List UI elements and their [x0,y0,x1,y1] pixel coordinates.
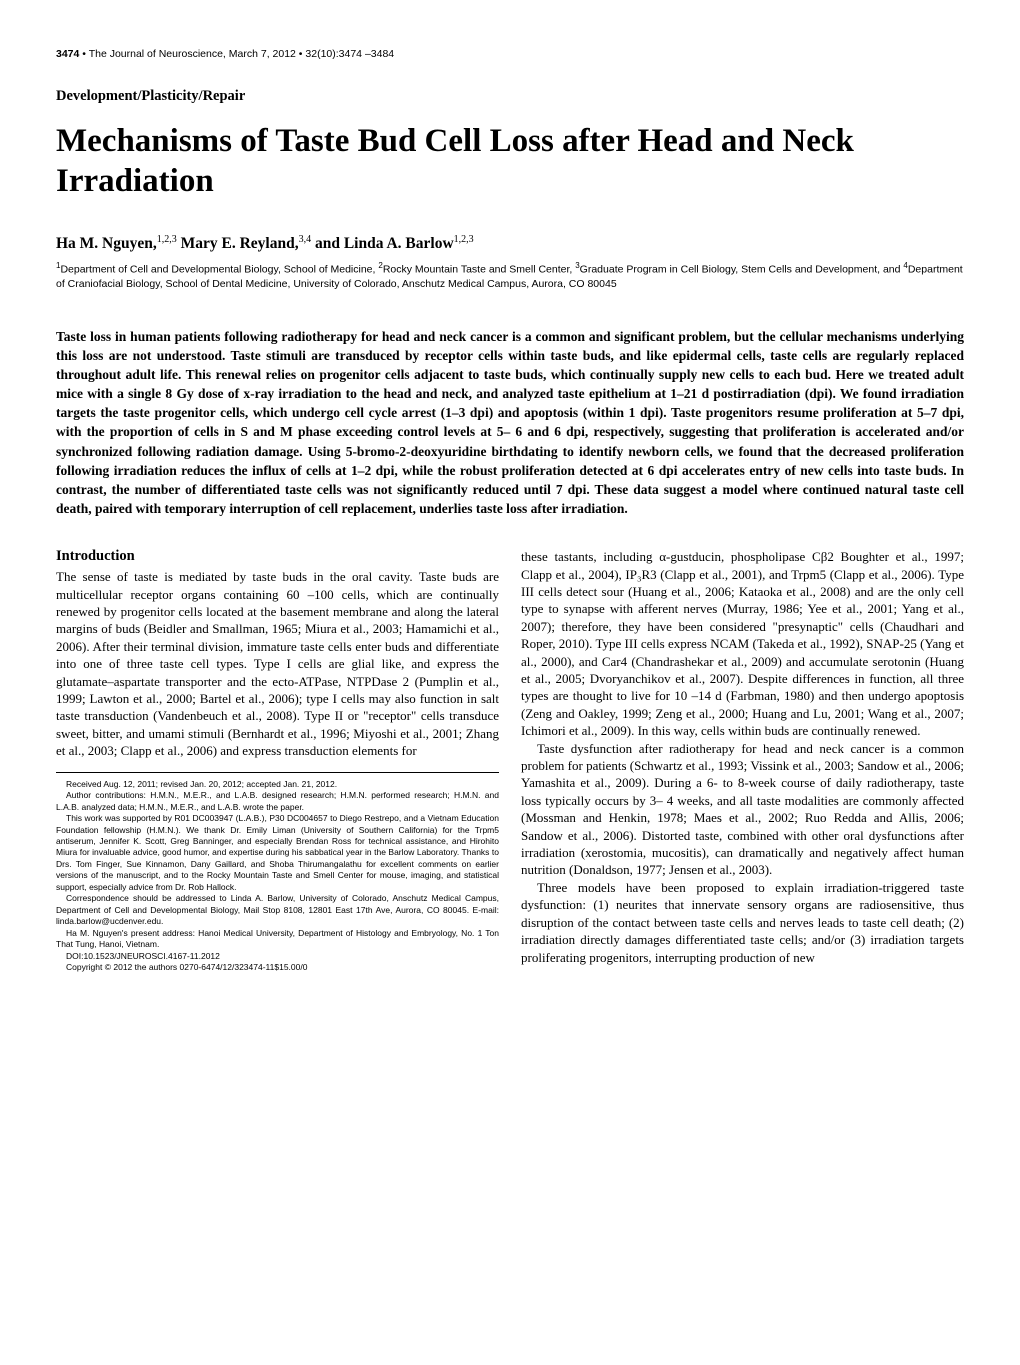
footnote-contributions: Author contributions: H.M.N., M.E.R., an… [56,790,499,813]
running-header: 3474 • The Journal of Neuroscience, Marc… [56,48,964,60]
footnote-funding: This work was supported by R01 DC003947 … [56,813,499,893]
article-title: Mechanisms of Taste Bud Cell Loss after … [56,121,964,202]
introduction-heading: Introduction [56,548,499,565]
article-category: Development/Plasticity/Repair [56,88,964,105]
footnote-present-address: Ha M. Nguyen's present address: Hanoi Me… [56,928,499,951]
header-separator: • [79,48,88,60]
right-paragraph-2: Taste dysfunction after radiotherapy for… [521,740,964,879]
page-number: 3474 [56,48,79,60]
right-paragraph-1: these tastants, including α-gustducin, p… [521,548,964,739]
footnote-received: Received Aug. 12, 2011; revised Jan. 20,… [56,779,499,790]
footnotes: Received Aug. 12, 2011; revised Jan. 20,… [56,772,499,974]
abstract: Taste loss in human patients following r… [56,327,964,519]
right-column: these tastants, including α-gustducin, p… [521,548,964,973]
author-list: Ha M. Nguyen,1,2,3 Mary E. Reyland,3,4 a… [56,234,964,253]
journal-info: The Journal of Neuroscience, March 7, 20… [89,48,394,60]
two-column-layout: Introduction The sense of taste is media… [56,548,964,973]
footnote-correspondence: Correspondence should be addressed to Li… [56,893,499,927]
left-column: Introduction The sense of taste is media… [56,548,499,973]
footnote-copyright: Copyright © 2012 the authors 0270-6474/1… [56,962,499,973]
footnote-doi: DOI:10.1523/JNEUROSCI.4167-11.2012 [56,951,499,962]
right-paragraph-3: Three models have been proposed to expla… [521,879,964,966]
intro-paragraph-1: The sense of taste is mediated by taste … [56,568,499,759]
right-column-body: these tastants, including α-gustducin, p… [521,548,964,966]
introduction-body: The sense of taste is mediated by taste … [56,568,499,759]
affiliations: 1Department of Cell and Developmental Bi… [56,260,964,293]
